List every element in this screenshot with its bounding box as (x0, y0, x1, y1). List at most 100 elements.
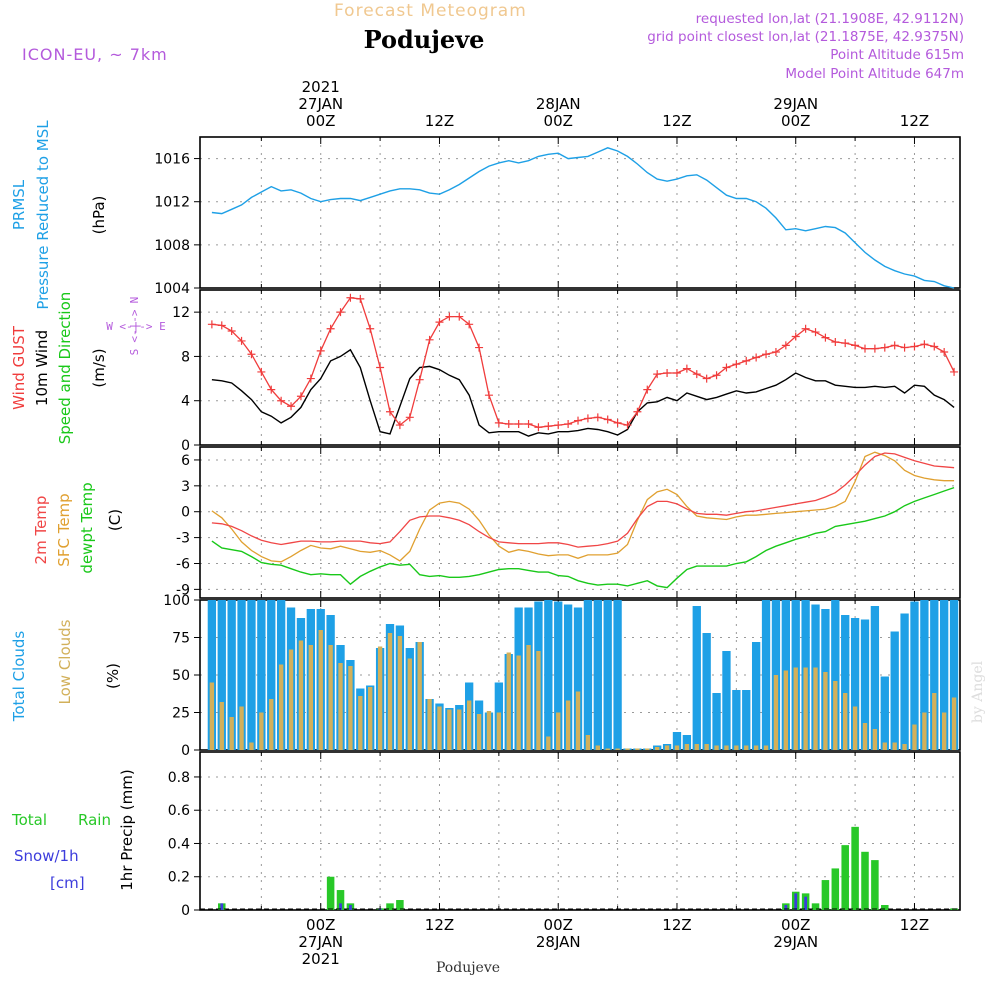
gust-marker (593, 413, 602, 422)
low-cloud-bar (368, 687, 373, 750)
low-cloud-bar (209, 682, 215, 750)
low-cloud-bar (615, 748, 620, 750)
gust-marker (306, 374, 315, 383)
gust-marker (742, 356, 751, 365)
pressure-frame (199, 136, 961, 289)
low-cloud-bar (239, 706, 244, 750)
wind-frame (199, 289, 961, 446)
low-cloud-bar (852, 706, 858, 750)
low-cloud-bar (704, 744, 709, 750)
low-cloud-bar (546, 736, 551, 750)
time-label-bottom: 00Z (306, 916, 335, 934)
gust-marker (831, 338, 840, 347)
low-cloud-bar (773, 675, 779, 750)
low-cloud-bar (278, 664, 284, 750)
low-cloud-bar (447, 709, 452, 750)
clouds-ytick-label: 75 (172, 631, 190, 647)
low-cloud-bar (625, 748, 630, 750)
gust-marker (781, 341, 790, 350)
gust-marker (237, 336, 246, 345)
wind-ytick-label: 0 (181, 438, 190, 454)
low-cloud-bar (427, 699, 432, 750)
sfc-temp-line (211, 451, 955, 563)
requested-coords: requested lon,lat (21.1908E, 42.9112N) (696, 11, 964, 27)
low-cloud-bar (288, 649, 294, 750)
total-cloud-bar (593, 600, 602, 750)
prmsl-label: PRMSL (10, 179, 28, 230)
low-cloud-bar (536, 651, 541, 750)
low-cloud-bar (724, 745, 729, 750)
snow-bar (339, 903, 342, 910)
snow-bar (784, 905, 788, 910)
low-cloud-bar (328, 645, 333, 750)
gust-marker (217, 321, 226, 330)
low-cloud-bar (516, 655, 521, 750)
temp-unit-label: (C) (106, 509, 124, 531)
gust-marker (603, 415, 612, 424)
pressure-ytick-label: 1008 (154, 238, 190, 254)
wind-10m-label: 10m Wind (33, 330, 51, 406)
snow-unit-label: [cm] (50, 874, 85, 892)
gust-marker (890, 341, 899, 350)
total-clouds-label: Total Clouds (10, 631, 28, 723)
wind-axes: 0 4 8 12 (172, 289, 961, 454)
gust-marker (712, 371, 721, 380)
low-cloud-bar (565, 700, 571, 750)
low-cloud-bar (902, 744, 907, 750)
dewpt-line (211, 486, 955, 589)
low-cloud-bar (466, 700, 472, 750)
low-cloud-bar (684, 744, 690, 750)
gust-marker (692, 370, 701, 379)
chart-subtitle: Forecast Meteogram (334, 1, 527, 21)
total-cloud-bar (257, 600, 266, 750)
gust-marker (395, 421, 404, 430)
time-label-bottom: 00Z (544, 916, 573, 934)
total-cloud-bar (554, 601, 563, 750)
rain-label: Rain (78, 811, 111, 829)
low-cloud-bar (308, 645, 314, 750)
gust-marker (732, 360, 741, 369)
gust-marker (415, 375, 424, 384)
snow-bar (804, 896, 808, 910)
gust-marker (821, 333, 830, 342)
low-cloud-bar (951, 697, 957, 750)
total-label: Total (11, 811, 47, 829)
rain-bar (326, 876, 335, 910)
pressure-axes: 1004 1008 1012 1016 (154, 136, 961, 297)
gust-marker (870, 344, 879, 353)
low-cloud-bar (407, 658, 412, 750)
time-label-top: 2021 (302, 78, 340, 96)
gust-marker (900, 343, 909, 352)
rain-bar (336, 890, 345, 910)
gust-marker (920, 340, 929, 349)
footer-location: Podujeve (436, 960, 500, 976)
gust-marker (722, 363, 731, 372)
gust-marker (524, 419, 533, 428)
gust-marker (861, 344, 869, 353)
gust-marker (752, 353, 761, 362)
low-cloud-bar (476, 714, 482, 750)
low-cloud-bar (912, 724, 917, 750)
total-cloud-bar (613, 600, 622, 750)
gust-marker (653, 370, 662, 379)
wind-10m-line (211, 348, 955, 437)
low-cloud-bar (714, 745, 719, 750)
time-label-bottom: 29JAN (773, 933, 818, 951)
total-cloud-bar (910, 601, 919, 750)
gust-marker (554, 421, 563, 430)
rain-bar (821, 880, 830, 910)
total-cloud-bar (949, 600, 959, 750)
total-cloud-bar (722, 651, 731, 750)
watermark: by Angel (970, 660, 986, 723)
temperature-ytick-label: 3 (181, 479, 190, 495)
precip-ytick-label: 0.6 (168, 803, 190, 819)
low-cloud-bar (734, 745, 739, 750)
gust-marker (287, 402, 296, 411)
rain-bar (871, 860, 879, 910)
rain-bar (831, 868, 840, 910)
gust-marker (484, 391, 493, 400)
low-cloud-bar (486, 711, 492, 750)
gust-marker (376, 363, 385, 372)
low-cloud-bar (635, 748, 640, 750)
wind-gust-label: Wind GUST (10, 325, 28, 410)
